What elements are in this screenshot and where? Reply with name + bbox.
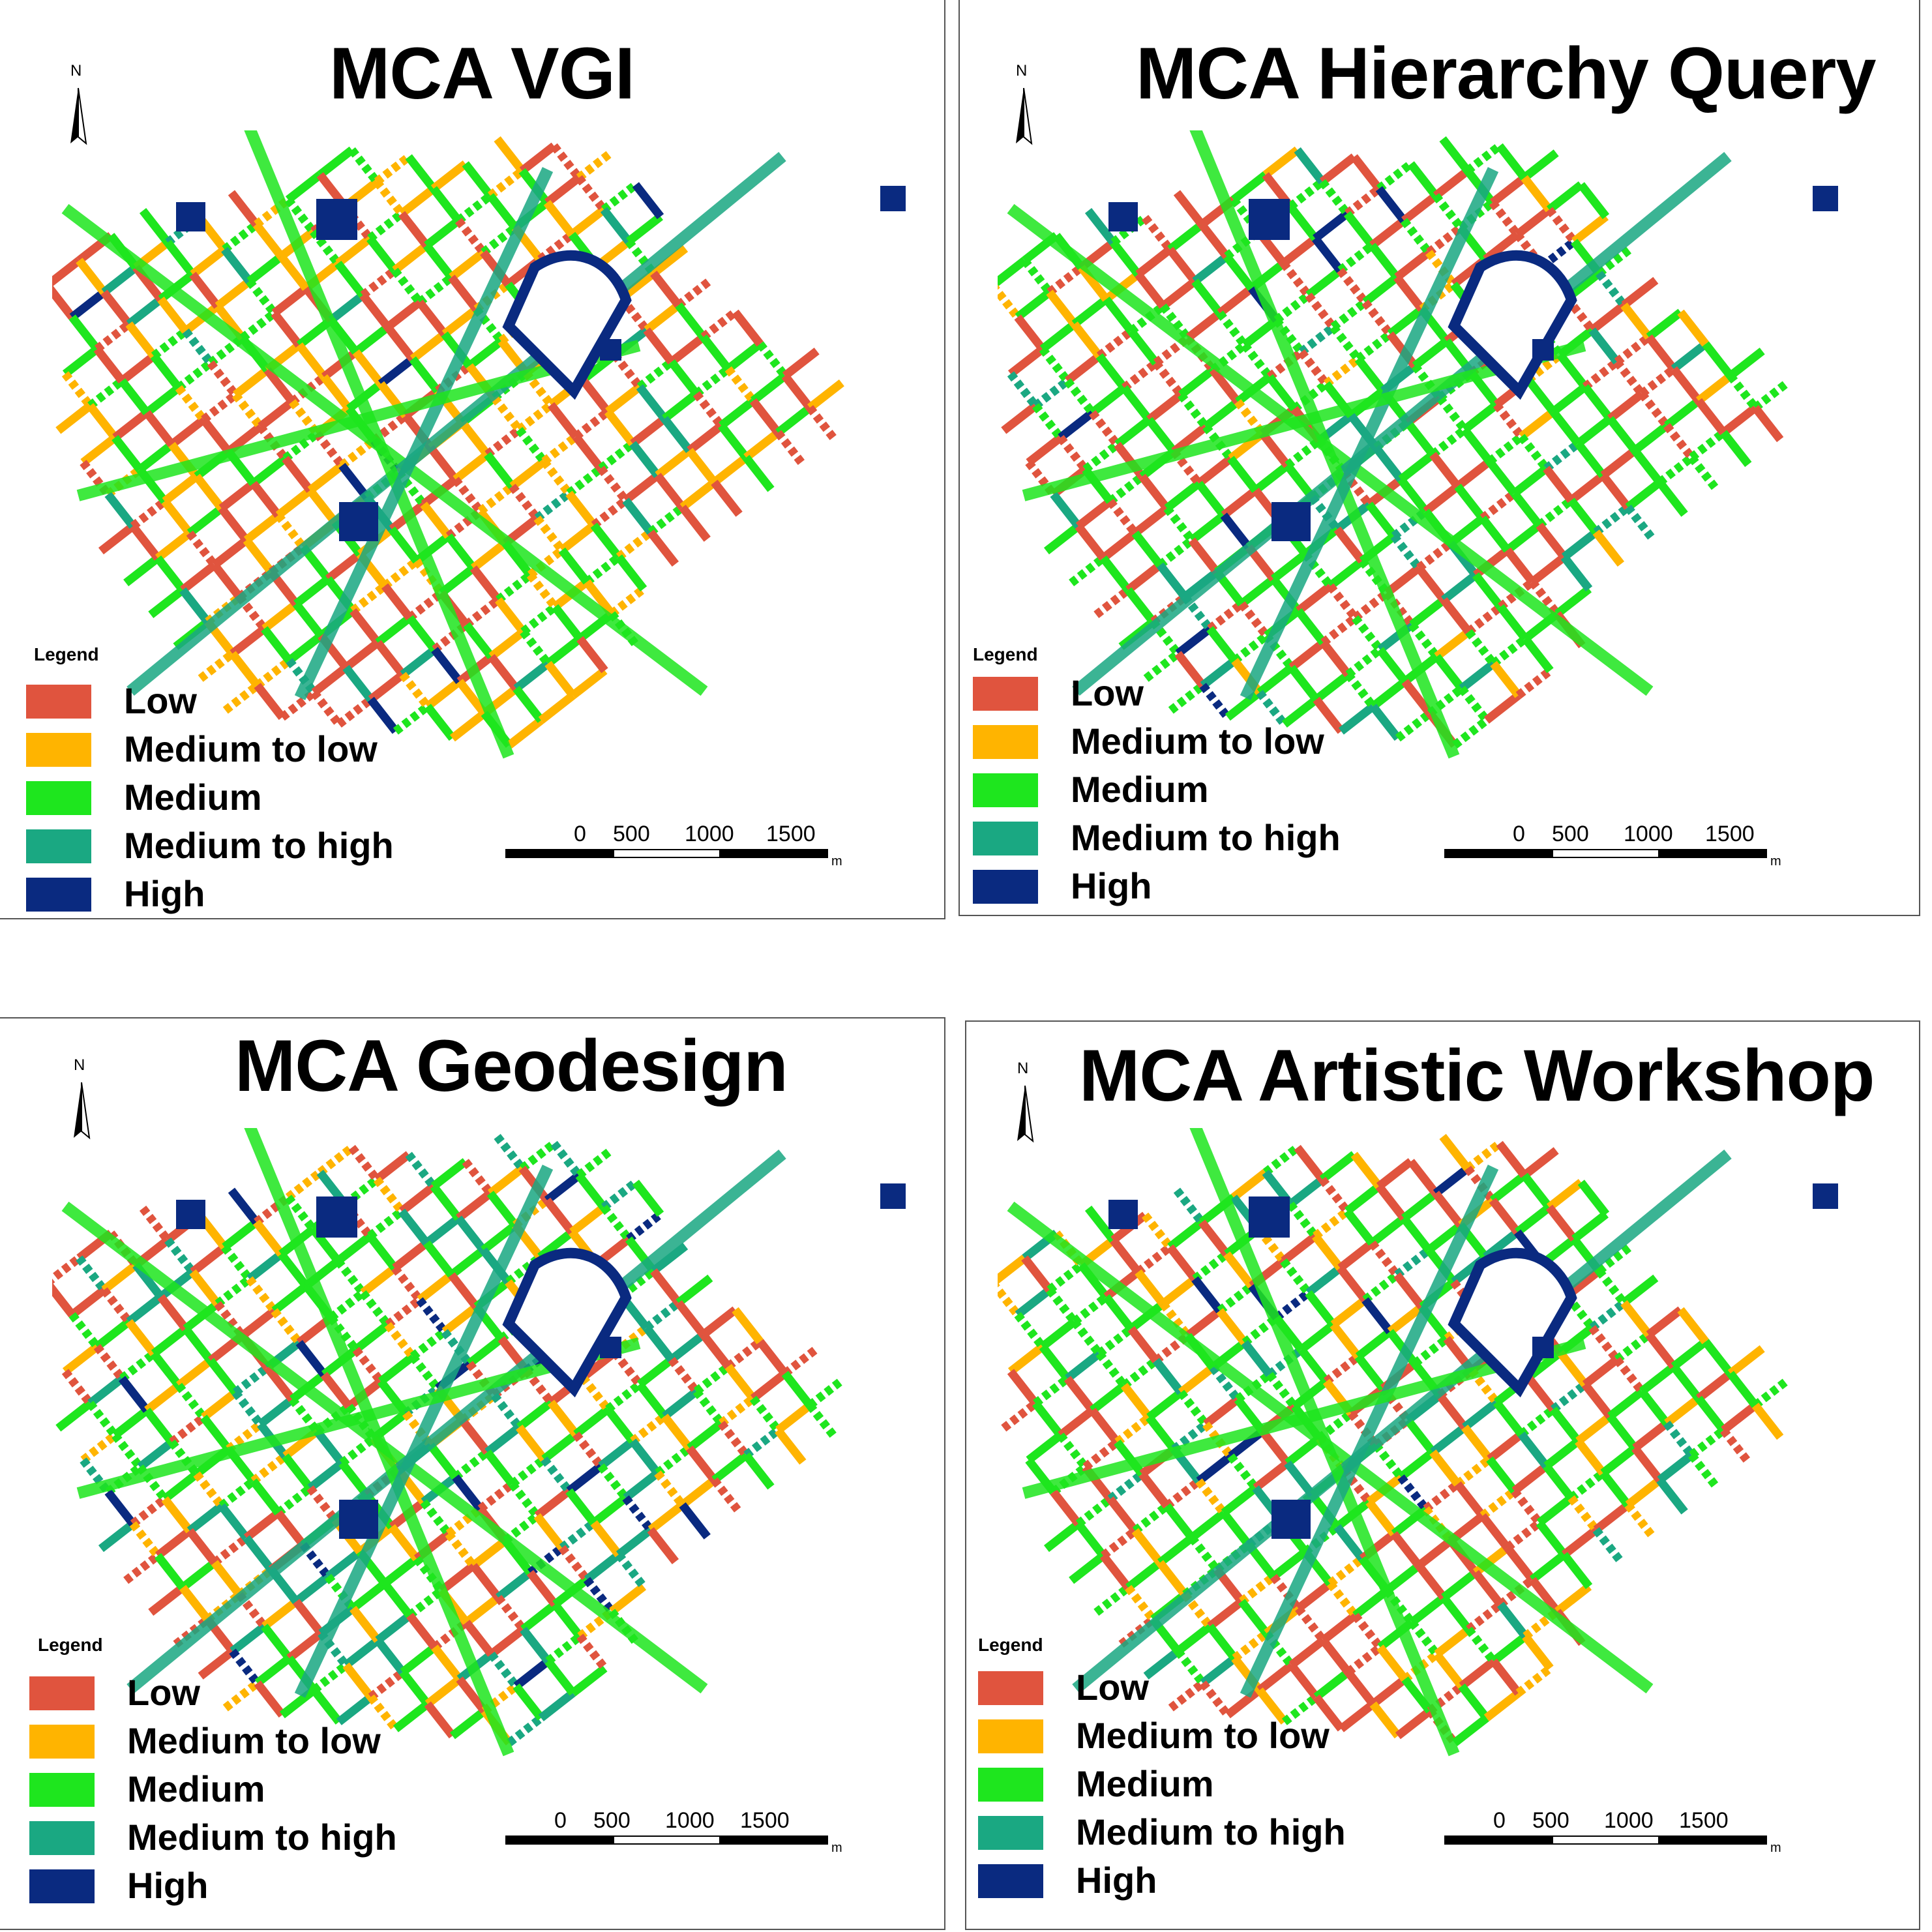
north-arrow-icon: N: [1005, 1060, 1045, 1157]
legend-swatch: [26, 829, 91, 863]
legend-item-low: Low: [978, 1666, 1395, 1708]
north-arrow-icon: N: [59, 62, 98, 160]
legend-item-high: High: [978, 1859, 1395, 1901]
legend-swatch: [26, 733, 91, 767]
legend-swatch: [973, 725, 1038, 759]
legend-item-high: High: [26, 872, 443, 914]
scale-bar: 0 500 1000 1500 m: [505, 822, 844, 869]
legend-swatch: [978, 1816, 1043, 1850]
legend-item-medium-to-low: Medium to low: [978, 1714, 1395, 1756]
legend-item-medium-to-low: Medium to low: [29, 1719, 447, 1761]
legend-swatch: [978, 1719, 1043, 1753]
road-network-map: [998, 1128, 1838, 1757]
legend-title: Legend: [978, 1635, 1043, 1655]
legend-swatch: [29, 1773, 95, 1807]
road-network-map: [52, 130, 906, 759]
legend-item-medium: Medium: [29, 1768, 447, 1809]
legend-swatch: [973, 677, 1038, 711]
map-panel-mca-artistic-workshop: MCA Artistic Workshop N Legend Low Mediu…: [959, 1007, 1924, 1932]
road-network-map: [52, 1128, 906, 1757]
legend-item-medium-to-high: Medium to high: [978, 1811, 1395, 1852]
legend-swatch: [973, 822, 1038, 855]
scale-bar: 0 500 1000 1500 m: [1444, 1808, 1783, 1855]
map-panel-mca-hierarchy-query: MCA Hierarchy Query N Legend Low Medium …: [959, 0, 1924, 932]
legend-item-medium: Medium: [973, 768, 1390, 810]
legend-item-medium: Medium: [978, 1762, 1395, 1804]
panel-title: MCA Hierarchy Query: [1136, 33, 1877, 114]
scale-bar: 0 500 1000 1500 m: [505, 1808, 844, 1855]
legend-swatch: [29, 1821, 95, 1855]
panel-title: MCA Artistic Workshop: [1079, 1035, 1875, 1116]
legend-item-medium-to-low: Medium to low: [26, 728, 443, 769]
legend-swatch: [26, 685, 91, 719]
north-arrow-icon: N: [1004, 62, 1043, 160]
legend-swatch: [978, 1864, 1043, 1898]
legend-swatch: [973, 773, 1038, 807]
legend-swatch: [29, 1725, 95, 1759]
legend-item-medium: Medium: [26, 776, 443, 818]
legend-title: Legend: [34, 644, 99, 664]
legend-item-high: High: [973, 865, 1390, 906]
legend-item-low: Low: [29, 1671, 447, 1713]
legend-item-high: High: [29, 1864, 447, 1906]
legend-swatch: [29, 1676, 95, 1710]
legend-item-low: Low: [973, 672, 1390, 713]
legend-title: Legend: [973, 644, 1038, 664]
legend-swatch: [26, 878, 91, 912]
north-arrow-icon: N: [62, 1056, 101, 1154]
legend-title: Legend: [38, 1635, 103, 1655]
panel-title: MCA Geodesign: [235, 1025, 788, 1107]
panel-title: MCA VGI: [329, 33, 635, 114]
legend-swatch: [978, 1768, 1043, 1802]
legend-item-low: Low: [26, 679, 443, 721]
road-network-map: [998, 130, 1838, 759]
legend-swatch: [973, 870, 1038, 904]
legend-swatch: [26, 781, 91, 815]
legend-item-medium-to-high: Medium to high: [26, 824, 443, 866]
legend-item-medium-to-high: Medium to high: [973, 816, 1390, 858]
scale-bar: 0 500 1000 1500 m: [1444, 822, 1783, 869]
legend-item-medium-to-high: Medium to high: [29, 1816, 447, 1858]
map-panel-mca-geodesign: MCA Geodesign N Legend Low Medium to low…: [0, 1007, 952, 1932]
legend-swatch: [29, 1869, 95, 1903]
map-panel-mca-vgi: MCA VGI N Legend Low Medium to low Mediu…: [0, 0, 952, 932]
legend-item-medium-to-low: Medium to low: [973, 720, 1390, 762]
legend-swatch: [978, 1671, 1043, 1705]
